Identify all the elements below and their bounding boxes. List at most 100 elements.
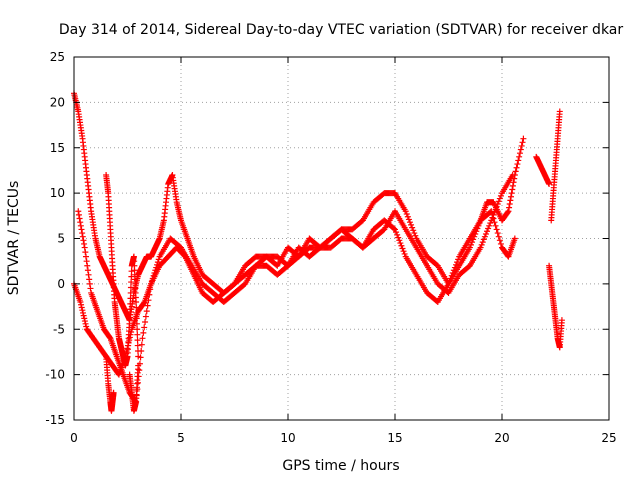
data-point-interp xyxy=(83,323,90,330)
y-tick-label: 5 xyxy=(57,232,65,246)
data-point-interp xyxy=(134,342,141,349)
data-point-interp xyxy=(480,236,487,243)
data-point-interp xyxy=(507,193,514,200)
data-point-interp xyxy=(76,215,83,222)
data-point-interp xyxy=(396,237,403,244)
data-point-interp xyxy=(405,216,412,223)
data-point-interp xyxy=(508,190,515,197)
y-tick-label: 0 xyxy=(57,277,65,291)
data-point-interp xyxy=(134,326,141,333)
data-point-interp xyxy=(141,324,148,331)
data-point-interp xyxy=(133,309,140,316)
data-point-interp xyxy=(140,329,147,336)
data-point xyxy=(126,317,133,324)
data-point-interp xyxy=(151,269,158,276)
data-point xyxy=(509,171,516,178)
data-point-interp xyxy=(491,219,498,226)
data-point-interp xyxy=(127,300,134,307)
data-point-interp xyxy=(80,237,87,244)
tick-labels: 0 5 10 15 20 25 -15 -10 -5 0 5 10 15 20 25 xyxy=(45,50,616,445)
data-point-interp xyxy=(478,241,485,248)
data-point-interp xyxy=(152,267,159,274)
data-point-interp xyxy=(148,278,155,285)
data-point-interp xyxy=(448,272,455,279)
data-point-interp xyxy=(394,231,401,238)
data-point-interp xyxy=(77,222,84,229)
data-point xyxy=(520,135,527,142)
data-point-interp xyxy=(127,306,134,313)
data-point-interp xyxy=(517,146,524,153)
series-pass-9 xyxy=(548,108,563,224)
data-point-interp xyxy=(408,221,415,228)
data-point-interp xyxy=(84,267,91,274)
data-point-interp xyxy=(481,233,488,240)
data-point-interp xyxy=(82,320,89,327)
data-point-interp xyxy=(509,182,516,189)
data-point-interp xyxy=(134,337,141,344)
data-point-interp xyxy=(153,264,160,271)
data-point-interp xyxy=(401,250,408,257)
data-point-interp xyxy=(449,269,456,276)
data-point-interp xyxy=(446,278,453,285)
data-point-interp xyxy=(406,219,413,226)
y-tick-label: -15 xyxy=(45,413,65,427)
y-tick-label: -5 xyxy=(53,322,65,336)
data-point xyxy=(81,244,88,251)
data-point xyxy=(133,299,140,306)
x-tick-label: 20 xyxy=(494,431,509,445)
data-point-interp xyxy=(87,285,94,292)
data-point-interp xyxy=(81,240,88,247)
data-point-interp xyxy=(126,334,133,341)
y-tick-label: 15 xyxy=(50,141,65,155)
data-point-interp xyxy=(86,276,93,283)
data-point-interp xyxy=(518,142,525,149)
data-point-interp xyxy=(487,220,494,227)
data-point-interp xyxy=(134,379,141,386)
data-point-interp xyxy=(409,224,416,231)
y-axis-label: SDTVAR / TECUs xyxy=(6,181,22,296)
data-point-interp xyxy=(397,240,404,247)
data-point-interp xyxy=(78,304,85,311)
data-point-interp xyxy=(81,318,88,325)
data-point-interp xyxy=(516,150,523,157)
data-point-interp xyxy=(136,367,143,374)
y-tick-label: 25 xyxy=(50,50,65,64)
data-point xyxy=(135,362,142,369)
data-point-interp xyxy=(133,304,140,311)
data-point-interp xyxy=(128,273,135,280)
data-point-interp xyxy=(147,286,154,293)
data-point-interp xyxy=(512,168,519,175)
data-point-interp xyxy=(513,164,520,171)
data-point-interp xyxy=(495,233,502,240)
data-point-interp xyxy=(86,280,93,287)
series-pass-5 xyxy=(103,353,117,414)
data-point-interp xyxy=(154,259,161,266)
data-point xyxy=(546,181,553,188)
data-point-interp xyxy=(490,211,497,218)
data-point-interp xyxy=(150,272,157,279)
data-point-interp xyxy=(506,204,513,211)
series-pass-3 xyxy=(75,171,516,405)
data-point-interp xyxy=(83,258,90,265)
chart-title: Day 314 of 2014, Sidereal Day-to-day VTE… xyxy=(59,22,624,38)
data-point-interp xyxy=(452,261,459,268)
data-point-interp xyxy=(390,225,397,232)
data-point-interp xyxy=(403,210,410,217)
data-point xyxy=(139,335,146,342)
data-point xyxy=(466,244,473,251)
data-point-interp xyxy=(84,262,91,269)
x-tick-label: 0 xyxy=(70,431,78,445)
data-point-interp xyxy=(134,331,141,338)
data-point xyxy=(556,108,563,115)
data-point xyxy=(445,280,452,287)
data-point-interp xyxy=(507,197,514,204)
data-point-interp xyxy=(455,256,462,263)
data-point xyxy=(488,217,495,224)
data-point xyxy=(511,235,518,242)
data-point-interp xyxy=(482,230,489,237)
axis-ticks xyxy=(73,56,610,421)
data-point-interp xyxy=(127,284,134,291)
data-point-interp xyxy=(82,253,89,260)
data-point-interp xyxy=(454,259,461,266)
